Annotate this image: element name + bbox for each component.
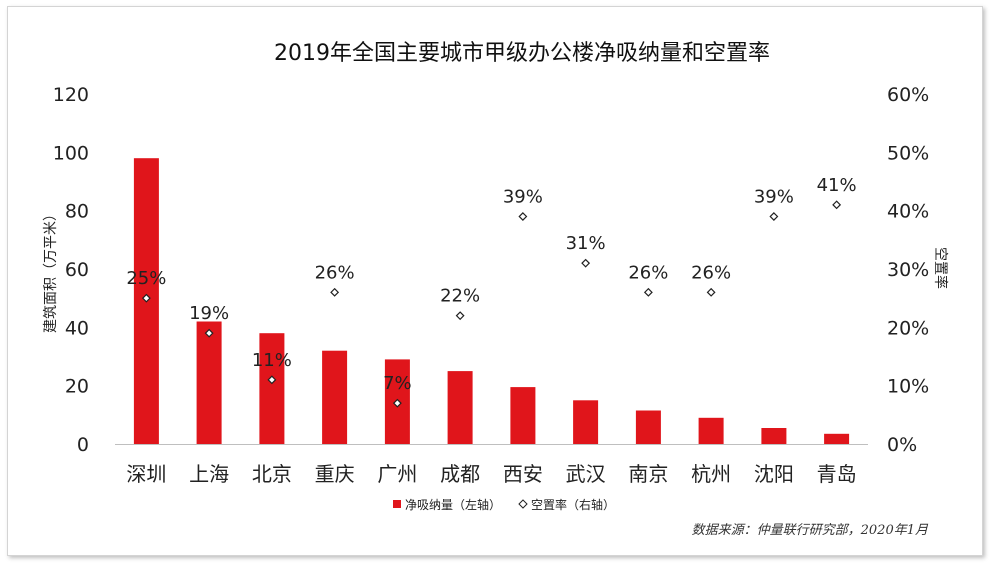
data-label: 39% (754, 187, 794, 208)
x-tick-label: 重庆 (315, 462, 355, 486)
data-label: 22% (440, 286, 480, 307)
bar (824, 433, 850, 444)
y-right-tick-label: 20% (887, 317, 929, 339)
vacancy-marker (330, 287, 340, 297)
y-left-tick-label: 0 (77, 434, 89, 456)
y-right-axis-label: 空置率 (932, 247, 949, 289)
vacancy-marker (581, 258, 591, 268)
data-label: 7% (383, 373, 412, 394)
vacancy-marker (141, 293, 151, 303)
data-label: 19% (189, 303, 229, 324)
bars (133, 158, 850, 445)
legend-swatch-bar (393, 500, 401, 508)
y-left-ticks: 0 20 40 60 80 100 120 (53, 84, 89, 456)
bar (698, 417, 724, 445)
legend-label-bar: 净吸纳量（左轴） (405, 497, 501, 512)
bar (635, 410, 661, 444)
data-label: 31% (566, 233, 606, 254)
x-tick-label: 北京 (252, 462, 292, 486)
vacancy-marker (643, 287, 653, 297)
x-tick-label: 杭州 (691, 462, 731, 486)
chart-frame (7, 6, 983, 556)
vacancy-marker (392, 398, 402, 408)
y-right-tick-label: 60% (887, 84, 929, 106)
bar (322, 350, 348, 444)
bar (259, 333, 285, 444)
x-tick-label: 成都 (440, 462, 480, 486)
vacancy-marker (706, 287, 716, 297)
y-right-tick-label: 10% (887, 376, 929, 398)
legend-swatch-diamond (518, 499, 528, 509)
legend: 净吸纳量（左轴） 空置率（右轴） (393, 497, 615, 512)
bar (447, 371, 473, 444)
y-right-tick-label: 40% (887, 201, 929, 223)
x-tick-label: 深圳 (126, 462, 166, 486)
y-right-tick-label: 30% (887, 259, 929, 281)
bar (196, 321, 222, 444)
bar (573, 400, 599, 445)
vacancy-markers: 25% 19% 11% 26% 7% 22% 39% 31% 26% 26% 39% 41% (126, 175, 857, 408)
y-left-tick-label: 100 (53, 142, 89, 164)
vacancy-marker (518, 212, 528, 221)
x-tick-label: 上海 (189, 462, 229, 486)
vacancy-marker (832, 200, 842, 210)
y-left-tick-label: 20 (65, 376, 89, 398)
x-tick-label: 武汉 (566, 462, 606, 486)
data-label: 11% (252, 350, 292, 371)
y-left-axis-label: 建筑面积（万平米） (43, 207, 59, 333)
x-tick-label: 沈阳 (754, 462, 794, 486)
data-label: 26% (628, 262, 668, 283)
y-left-tick-label: 60 (65, 259, 89, 281)
vacancy-marker (204, 328, 214, 338)
data-label: 25% (126, 268, 166, 289)
x-tick-label: 南京 (628, 462, 668, 486)
y-left-tick-label: 80 (65, 201, 89, 223)
chart-title: 2019年全国主要城市甲级办公楼净吸纳量和空置率 (274, 41, 770, 66)
y-left-tick-label: 40 (65, 317, 89, 339)
bar (510, 387, 536, 444)
data-label: 26% (315, 262, 355, 283)
x-tick-label: 青岛 (817, 462, 857, 486)
data-label: 26% (691, 262, 731, 283)
y-right-ticks: 0% 10% 20% 30% 40% 50% 60% (887, 84, 929, 456)
legend-label-scatter: 空置率（右轴） (531, 497, 615, 512)
vacancy-marker (267, 375, 277, 385)
data-label: 39% (503, 187, 543, 208)
source-note: 数据来源：仲量联行研究部，2020年1月 (691, 523, 928, 538)
x-tick-label: 西安 (503, 462, 543, 486)
x-tick-labels: 深圳 上海 北京 重庆 广州 成都 西安 武汉 南京 杭州 沈阳 青岛 (126, 462, 856, 486)
y-left-tick-label: 120 (53, 84, 89, 106)
y-right-tick-label: 0% (887, 434, 917, 456)
x-tick-label: 广州 (377, 462, 417, 486)
y-right-tick-label: 50% (887, 142, 929, 164)
vacancy-marker (769, 212, 779, 221)
vacancy-marker (455, 311, 465, 321)
data-label: 41% (817, 175, 857, 196)
bar (761, 428, 787, 444)
